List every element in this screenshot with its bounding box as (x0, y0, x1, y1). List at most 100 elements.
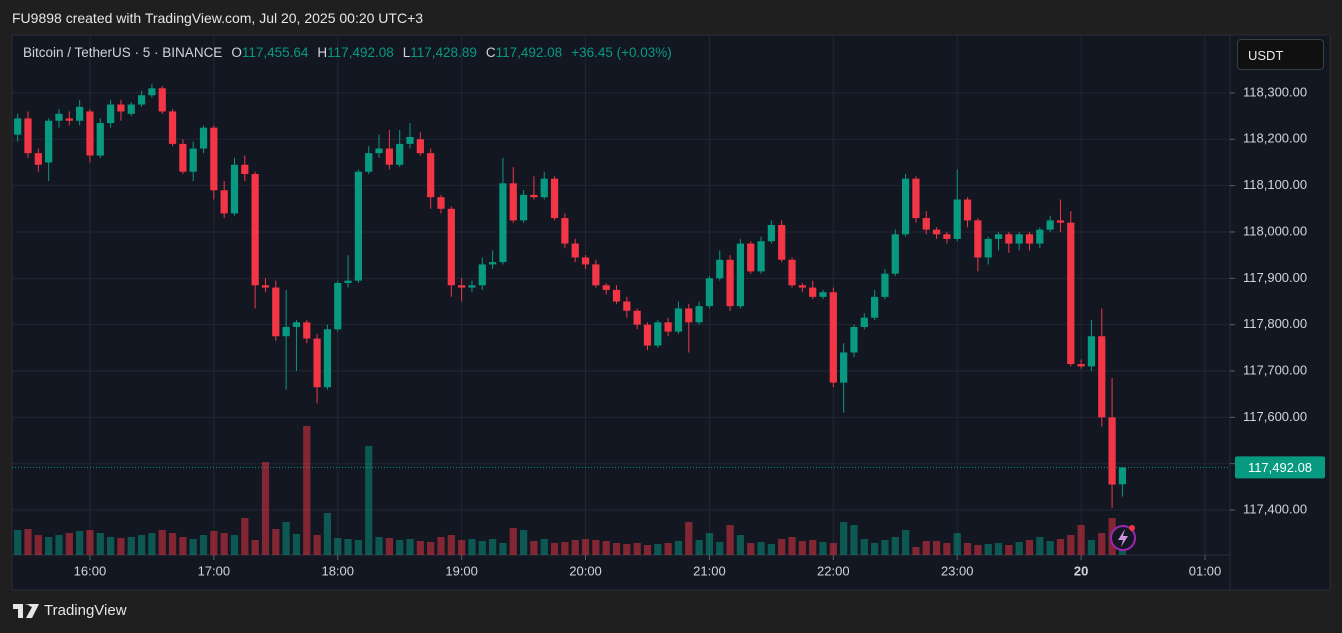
candle-body (292, 322, 301, 327)
volume-bar (530, 541, 538, 555)
candle-body (736, 243, 745, 307)
y-tick-label: 117,700.00 (1243, 362, 1307, 377)
candle-body (354, 171, 363, 281)
volume-bar (179, 537, 187, 555)
volume-bar (406, 539, 414, 555)
x-tick-label: 20 (1074, 563, 1088, 578)
legend-key: H (317, 45, 328, 60)
candle-body (581, 257, 590, 265)
volume-bar (1098, 533, 1106, 555)
candle-body (643, 324, 652, 346)
volume-bar (571, 540, 579, 555)
volume-bar (344, 539, 352, 555)
alert-icon[interactable] (1110, 525, 1136, 551)
candle-body (458, 285, 466, 288)
candle-body (788, 259, 796, 286)
volume-bar (881, 540, 889, 555)
candle-body (1025, 234, 1034, 244)
candle-body (747, 243, 755, 272)
volume-bar (375, 537, 383, 555)
volume-bar (1005, 545, 1013, 555)
candle-body (519, 194, 528, 221)
candle-body (34, 153, 42, 165)
x-tick-label: 21:00 (693, 563, 726, 578)
candle-body (1005, 234, 1013, 244)
candle-body (437, 197, 445, 209)
volume-bar (1056, 539, 1065, 555)
candle-body (984, 238, 992, 258)
candle-body (901, 178, 910, 235)
legend-value: 117,455.64 (241, 45, 309, 60)
last-price-label: 117,492.08 (1248, 460, 1312, 475)
candle-body (406, 136, 414, 144)
logo-icon (13, 603, 39, 618)
currency-button[interactable]: USDT (1237, 39, 1324, 70)
candle-body (478, 264, 486, 286)
volume-bar (292, 534, 301, 555)
candle-body (1098, 336, 1106, 418)
candle-body (1056, 220, 1065, 223)
volume-bar (96, 533, 104, 555)
volume-bar (963, 543, 972, 555)
volume-bar (261, 462, 270, 555)
volume-bar (561, 542, 569, 555)
volume-bar (932, 541, 941, 555)
volume-bar (726, 525, 734, 555)
x-tick-label: 01:00 (1189, 563, 1222, 578)
volume-bar (34, 535, 42, 555)
header-text: FU9898 created with TradingView.com, Jul… (12, 10, 424, 26)
volume-bar (736, 535, 745, 555)
footer-text: TradingView (44, 602, 127, 619)
volume-bar (612, 543, 621, 555)
x-tick-label: 19:00 (445, 563, 478, 578)
x-tick-label: 23:00 (941, 563, 974, 578)
candle-body (65, 118, 73, 121)
candle-body (117, 104, 125, 112)
last-price-box (1235, 456, 1325, 479)
volume-bar (76, 531, 84, 555)
legend-key: O (231, 45, 242, 60)
candle-body (778, 225, 786, 260)
candle-body (705, 278, 714, 307)
candle-body (819, 292, 827, 297)
volume-bar (633, 543, 641, 555)
y-tick-label: 117,400.00 (1243, 501, 1307, 516)
candle-body (158, 88, 166, 112)
candle-body (561, 218, 569, 244)
volume-bar (974, 545, 982, 555)
volume-bar (757, 542, 765, 555)
volume-bar (860, 539, 868, 555)
volume-bar (901, 530, 910, 555)
volume-bar (1077, 525, 1085, 555)
volume-bar (313, 535, 321, 555)
candle-body (1067, 222, 1075, 365)
candle-body (798, 285, 806, 288)
volume-bar (148, 533, 156, 555)
volume-bar (1025, 540, 1034, 555)
volume-bar (24, 529, 32, 555)
volume-bar (106, 537, 115, 555)
volume-bar (86, 530, 94, 555)
candle-body (499, 183, 507, 263)
y-tick-label: 117,800.00 (1243, 316, 1307, 331)
candle-body (623, 301, 631, 311)
volume-bar (365, 446, 373, 555)
candle-body (282, 326, 290, 337)
volume-bar (334, 538, 342, 555)
volume-bar (788, 537, 796, 555)
candle-body (994, 234, 1003, 239)
candle-body (385, 148, 393, 165)
volume-bar (251, 540, 259, 555)
volume-bar (1046, 541, 1054, 555)
x-tick-label: 22:00 (817, 563, 850, 578)
legend-value: 117,428.89 (410, 45, 477, 60)
volume-bar (654, 544, 662, 555)
candle-body (86, 111, 94, 156)
volume-bar (478, 541, 486, 555)
volume-bar (416, 541, 424, 555)
candle-body (303, 322, 311, 339)
candle-body (922, 218, 930, 230)
volume-bar (891, 537, 899, 555)
candle-body (127, 104, 135, 114)
candle-body (106, 104, 115, 124)
